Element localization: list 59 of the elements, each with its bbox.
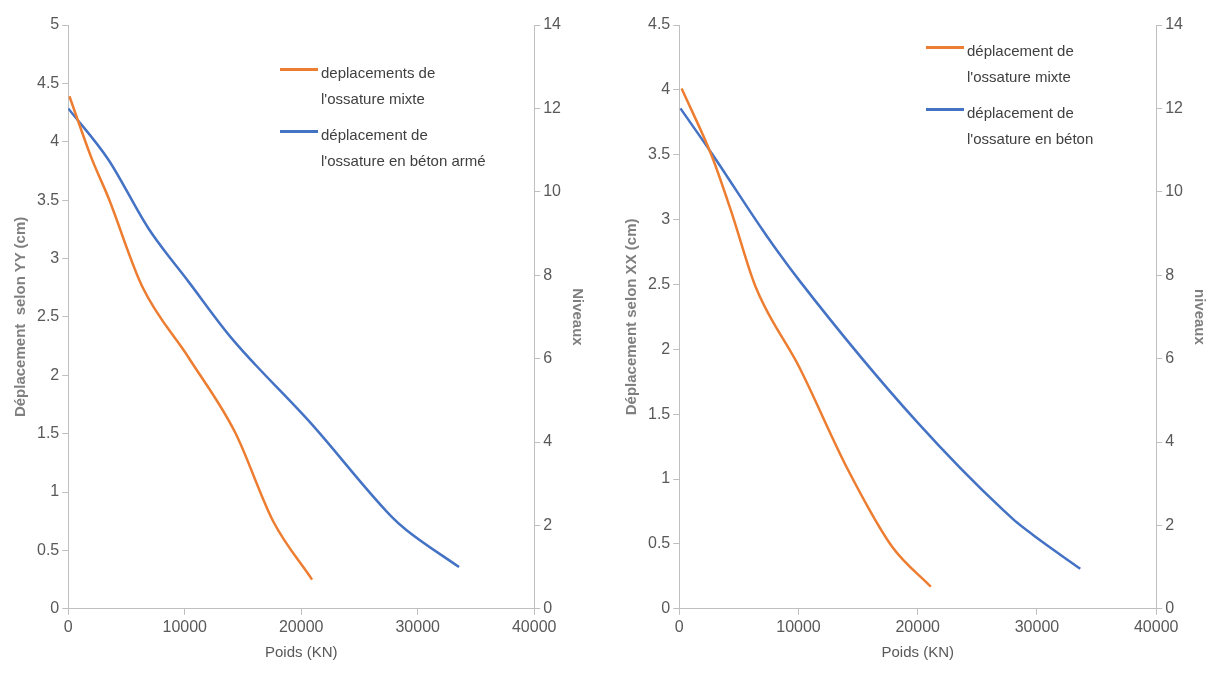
y-tick-label: 0.5	[647, 534, 671, 552]
y2-axis-title: Niveaux	[569, 288, 587, 347]
x-tick-label: 40000	[511, 617, 557, 635]
x-tick-label: 30000	[1014, 617, 1060, 635]
y2-tick-label: 8	[1165, 265, 1175, 283]
y-tick-label: 5	[50, 15, 60, 33]
y-tick-label: 3	[661, 210, 671, 228]
y-tick-label: 2	[661, 339, 671, 357]
y2-tick-label: 12	[1165, 98, 1184, 116]
y-tick-label: 3.5	[647, 145, 671, 163]
y2-tick-label: 10	[1165, 182, 1184, 200]
y-tick-label: 2.5	[647, 274, 671, 292]
legend-label: déplacement de l'ossature en béton armé	[321, 125, 487, 171]
y2-tick-label: 6	[1165, 349, 1175, 367]
y2-tick-label: 2	[1165, 515, 1175, 533]
y-tick-label: 4.5	[647, 15, 671, 33]
y-tick-label: 4	[50, 132, 60, 150]
x-tick-label: 20000	[278, 617, 324, 635]
y2-tick-label: 4	[1165, 432, 1175, 450]
y2-axis-title: niveaux	[1191, 288, 1209, 346]
y-tick-label: 2	[50, 365, 60, 383]
legend-label: deplacements de l'ossature mixte	[321, 63, 437, 109]
y-tick-label: 1.5	[647, 404, 671, 422]
line-series	[680, 87, 933, 588]
x-tick-label: 30000	[395, 617, 441, 635]
x-tick-label: 20000	[895, 617, 941, 635]
y2-tick-label: 14	[1165, 15, 1184, 33]
y-tick-label: 1	[661, 469, 671, 487]
legend-label: déplacement de l'ossature en béton	[967, 103, 1095, 149]
legend-label: déplacement de l'ossature mixte	[967, 41, 1075, 87]
y-tick-label: 0.5	[36, 540, 60, 558]
y-tick-label: 1	[50, 482, 60, 500]
y-tick-label: 3	[50, 248, 60, 266]
y-axis-title: Déplacement selon YY (cm)	[11, 216, 29, 418]
y-axis-title: Déplacement selon XX (cm)	[622, 218, 640, 416]
y-tick-label: 2.5	[36, 307, 60, 325]
y2-tick-label: 2	[543, 515, 553, 533]
y2-tick-label: 12	[543, 98, 562, 116]
y2-tick-label: 14	[543, 15, 562, 33]
y-tick-label: 0	[661, 599, 671, 617]
y2-tick-label: 10	[543, 182, 562, 200]
x-tick-label: 0	[63, 617, 73, 635]
y2-tick-label: 6	[543, 349, 553, 367]
y-tick-label: 3.5	[36, 190, 60, 208]
y-tick-label: 4	[661, 80, 671, 98]
y-tick-label: 1.5	[36, 424, 60, 442]
y2-tick-label: 0	[543, 599, 553, 617]
line-series	[68, 94, 314, 581]
y-tick-label: 4.5	[36, 73, 60, 91]
y2-tick-label: 8	[543, 265, 553, 283]
x-tick-label: 10000	[162, 617, 208, 635]
x-tick-label: 10000	[776, 617, 821, 635]
x-axis-title: Poids (KN)	[264, 643, 338, 661]
y2-tick-label: 0	[1165, 599, 1175, 617]
y-tick-label: 0	[50, 599, 60, 617]
x-tick-label: 0	[674, 617, 684, 635]
y2-tick-label: 4	[543, 432, 553, 450]
x-axis-title: Poids (KN)	[881, 643, 954, 661]
x-tick-label: 40000	[1133, 617, 1179, 635]
